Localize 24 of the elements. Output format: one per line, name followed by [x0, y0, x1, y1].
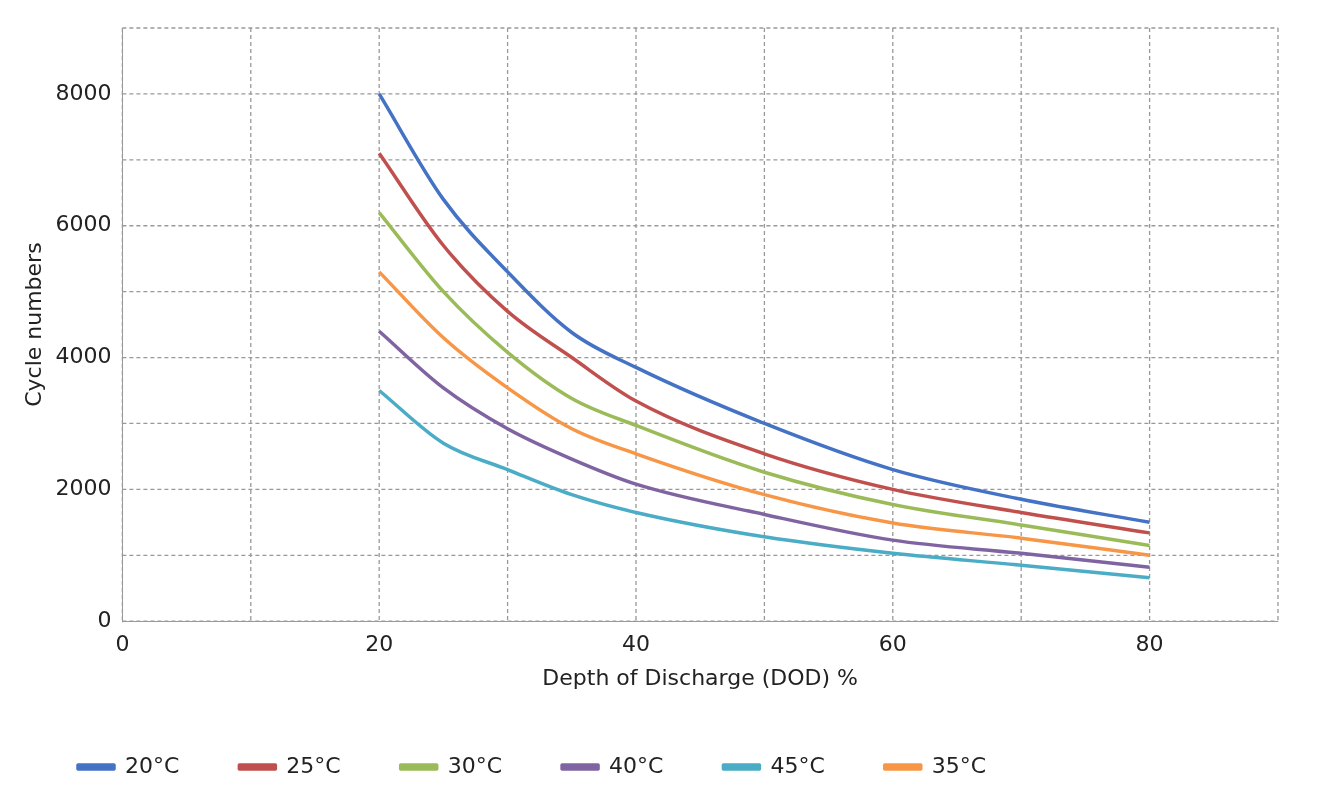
- line-series: [377, 388, 1152, 580]
- y-axis-title: Cycle numbers: [20, 242, 46, 407]
- legend-label: 45°C: [770, 752, 825, 778]
- x-tick-label: 0: [115, 631, 130, 657]
- y-tick-label: 6000: [55, 211, 112, 237]
- x-tick-label: 40: [621, 631, 650, 657]
- legend-label: 40°C: [609, 752, 664, 778]
- legend-label: 30°C: [447, 752, 503, 778]
- y-tick-label: 8000: [55, 79, 112, 105]
- y-tick-label: 2000: [55, 475, 112, 501]
- x-tick-label: 20: [365, 631, 394, 657]
- x-tick-label: 80: [1135, 631, 1164, 657]
- line-series: [377, 151, 1152, 535]
- legend-label: 20°C: [125, 752, 180, 778]
- line-series: [377, 92, 1152, 525]
- y-tick-label: 0: [97, 606, 112, 632]
- legend-label: 25°C: [286, 752, 341, 778]
- y-tick-label: 4000: [55, 343, 112, 369]
- x-axis-title: Depth of Discharge (DOD) %: [542, 664, 859, 690]
- line-series: [377, 329, 1152, 569]
- x-tick-label: 60: [878, 631, 907, 657]
- line-series: [377, 210, 1152, 548]
- line-series: [377, 270, 1152, 558]
- legend-label: 35°C: [931, 752, 987, 778]
